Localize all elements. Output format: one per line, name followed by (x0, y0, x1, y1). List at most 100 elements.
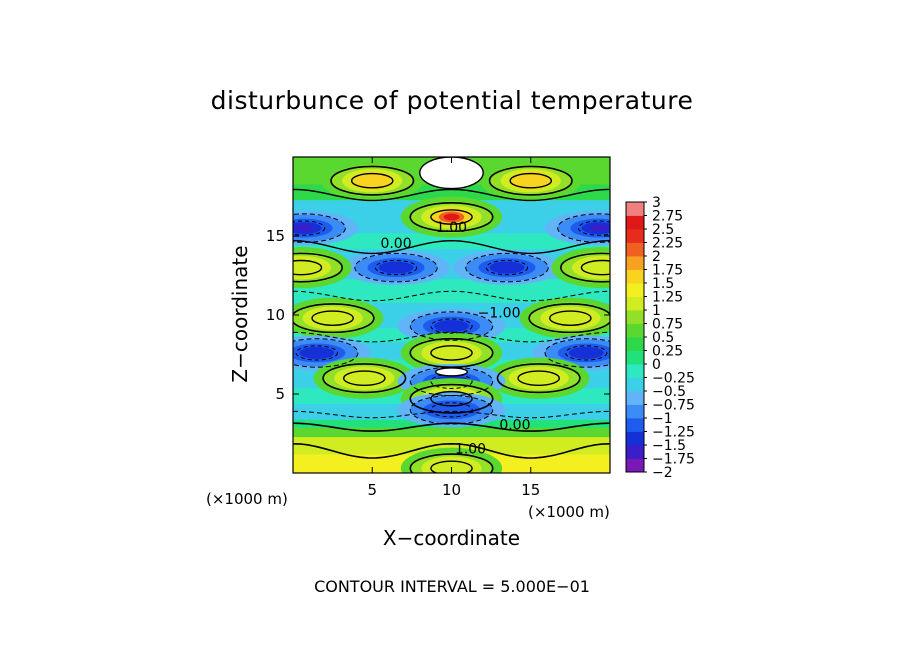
contour-line (430, 460, 473, 473)
colorbar-segment (626, 404, 644, 419)
contour-line (409, 366, 494, 397)
colorbar-segment (626, 323, 644, 338)
field-feature (589, 224, 609, 232)
colorbar-label: 0.5 (652, 330, 674, 346)
colorbar-segment (626, 364, 644, 378)
colorbar-label: 1.25 (652, 290, 683, 306)
colorbar-segment (626, 283, 644, 297)
colorbar-label: −1.5 (652, 438, 686, 454)
colorbar-segment (626, 269, 644, 284)
field: 0.00 1.00 −1.00 0.00 1.00 (293, 157, 610, 473)
colorbar-label: −1 (652, 411, 673, 427)
field-feature (421, 456, 482, 473)
contour-label: 1.00 (455, 441, 486, 457)
contour-label: 1.00 (436, 220, 467, 236)
contour-line (293, 290, 610, 302)
colorbar-label: 0.25 (652, 344, 683, 360)
contour-line (430, 402, 473, 418)
colorbar-segment (626, 215, 644, 230)
contour-line (409, 395, 494, 425)
contour-line (549, 310, 592, 326)
contour-line (430, 209, 473, 225)
colorbar-segment (626, 391, 644, 405)
contour-line (293, 213, 346, 243)
colorbar-segment (626, 350, 644, 365)
contour-line (350, 172, 394, 189)
masked-region (434, 367, 469, 377)
y-tick-label: 10 (266, 306, 285, 324)
colorbar-label: 1 (652, 303, 661, 319)
colorbar-segment (626, 242, 644, 257)
contour-line (557, 213, 610, 243)
y-axis-unit: (×1000 m) (206, 490, 288, 508)
contour-line (528, 303, 610, 334)
contour-line (293, 422, 610, 432)
field-feature (378, 261, 414, 274)
contour-line (293, 442, 610, 459)
field-feature (299, 346, 335, 359)
y-tick-label: 5 (275, 385, 285, 403)
field-feature (508, 366, 569, 391)
contour-line (544, 338, 610, 368)
plot-area: 0.00 1.00 −1.00 0.00 1.00 (292, 156, 611, 474)
x-axis-unit: (×1000 m) (528, 503, 610, 521)
colorbar-label: −0.25 (652, 371, 695, 387)
contour-line (560, 252, 610, 283)
colorbar-segment (626, 377, 644, 392)
colorbar-segment (626, 431, 644, 446)
colorbar-label: 1.5 (652, 276, 674, 292)
colorbar-label: 0.75 (652, 317, 683, 333)
contour-line (295, 345, 338, 361)
field-band (293, 427, 610, 438)
field-band (293, 436, 610, 455)
contour-line (293, 259, 323, 276)
field-feature (489, 261, 525, 274)
colorbar: 32.752.52.2521.751.51.2510.750.50.250−0.… (625, 195, 695, 481)
colorbar-label: 2 (652, 249, 661, 265)
colorbar-label: −0.75 (652, 398, 695, 414)
contour-line (293, 410, 610, 419)
field-feature (351, 172, 393, 190)
colorbar-label: −0.5 (652, 384, 686, 400)
colorbar-label: 1.75 (652, 263, 683, 279)
colorbar-label: 0 (652, 357, 661, 373)
colorbar-segment (626, 310, 644, 324)
field-feature (421, 341, 482, 365)
contour-label: −1.00 (478, 305, 521, 321)
contour-line (430, 373, 473, 389)
field-feature (293, 255, 332, 280)
contour-line (293, 188, 610, 202)
contour-line (293, 220, 326, 236)
contour-line (293, 303, 375, 334)
field-feature (568, 346, 604, 359)
colorbar-label: 2.75 (652, 209, 683, 225)
colorbar-segment (626, 202, 644, 216)
colorbar-segment (626, 337, 644, 351)
contour-line (430, 318, 473, 334)
contour-line (311, 310, 354, 326)
colorbar-label: 3 (652, 195, 661, 211)
contour-line (293, 338, 359, 368)
field-feature (540, 306, 601, 331)
contour-line (509, 172, 553, 189)
contour-line (577, 220, 610, 236)
contour-label: 0.00 (380, 236, 411, 252)
chart-title: disturbunce of potential temperature (210, 86, 694, 115)
contour-line (374, 259, 418, 276)
field-feature (571, 255, 610, 280)
x-tick-label: 5 (367, 481, 377, 499)
contour-line (322, 363, 407, 394)
field-feature (334, 366, 395, 391)
contour-line (517, 370, 560, 387)
axes: 5 10 15 5 10 15 (266, 157, 610, 499)
contour-line (409, 383, 494, 414)
contour-line (409, 311, 494, 341)
contour-line (580, 259, 610, 276)
contour-line (409, 453, 494, 473)
contour-line (485, 259, 529, 276)
contour-line (430, 345, 473, 361)
contour-line (293, 331, 610, 343)
field-feature (294, 224, 314, 232)
field-feature (302, 306, 363, 331)
